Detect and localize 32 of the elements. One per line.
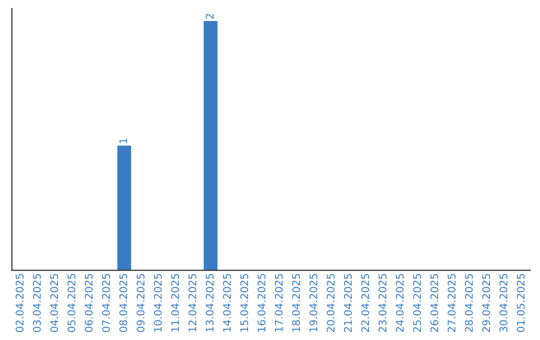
x-tick-label: 18.04.2025 xyxy=(292,274,300,332)
x-tick-label: 15.04.2025 xyxy=(240,274,248,332)
x-tick-label: 07.04.2025 xyxy=(102,274,110,332)
data-label: 1 xyxy=(119,138,128,144)
x-tick-label: 23.04.2025 xyxy=(378,274,386,332)
x-tick-label: 09.04.2025 xyxy=(136,274,144,332)
x-tick-label: 12.04.2025 xyxy=(188,274,196,332)
x-tick-label: 13.04.2025 xyxy=(206,274,214,332)
x-tick-label: 03.04.2025 xyxy=(32,274,41,332)
data-label: 2 xyxy=(206,14,214,19)
x-tick-label: 21.04.2025 xyxy=(344,274,352,332)
x-tick-label: 06.04.2025 xyxy=(84,274,93,332)
x-tick-label: 16.04.2025 xyxy=(258,274,266,332)
x-tick-label: 26.04.2025 xyxy=(430,274,438,332)
x-tick-label: 28.04.2025 xyxy=(464,274,473,332)
x-tick-label: 01.05.2025 xyxy=(516,274,525,332)
x-tick-label: 24.04.2025 xyxy=(396,274,404,332)
x-tick-label: 29.04.2025 xyxy=(482,274,490,332)
x-tick-label: 11.04.2025 xyxy=(171,274,180,332)
x-tick-label: 04.04.2025 xyxy=(50,274,58,332)
x-tick-label: 08.04.2025 xyxy=(119,274,128,332)
x-tick-label: 20.04.2025 xyxy=(326,274,335,332)
x-tick-label: 10.04.2025 xyxy=(154,274,162,332)
x-tick-label: 05.04.2025 xyxy=(68,274,76,332)
x-tick-label: 14.04.2025 xyxy=(223,274,231,332)
x-tick-label: 02.04.2025 xyxy=(16,274,24,332)
x-tick-label: 25.04.2025 xyxy=(413,274,421,332)
x-tick-label: 17.04.2025 xyxy=(274,274,283,332)
x-tick-label: 27.04.2025 xyxy=(448,274,456,332)
x-tick-label: 19.04.2025 xyxy=(309,274,318,332)
x-tick-label: 22.04.2025 xyxy=(361,274,370,332)
x-tick-label: 30.04.2025 xyxy=(500,274,508,332)
